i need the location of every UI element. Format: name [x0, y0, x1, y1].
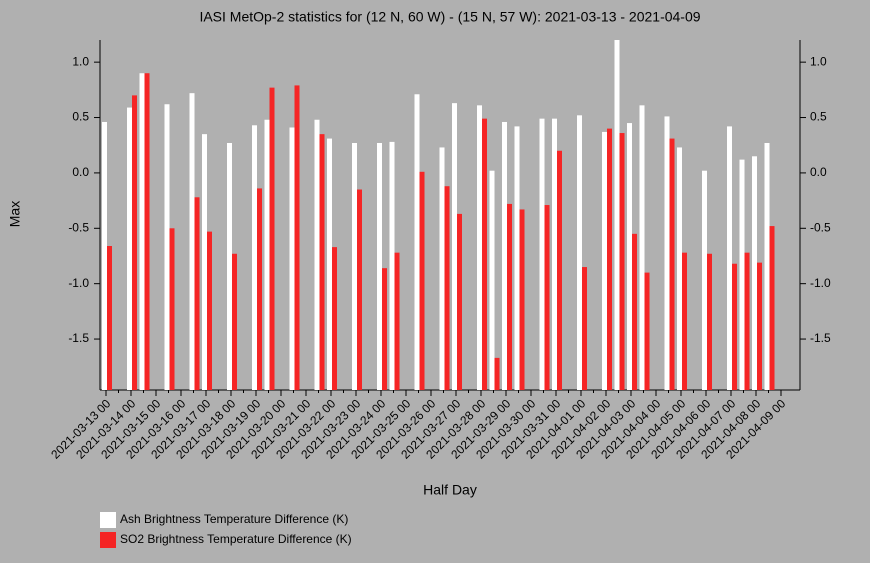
- bar: [707, 253, 712, 390]
- bar: [494, 357, 500, 390]
- bar: [639, 105, 645, 391]
- legend-swatch: [100, 532, 116, 548]
- bar: [552, 118, 557, 390]
- bar: [294, 85, 300, 391]
- bar: [744, 252, 750, 390]
- bar: [319, 134, 325, 390]
- bar: [264, 119, 270, 391]
- bar: [439, 147, 445, 390]
- bar: [582, 267, 587, 390]
- bar: [607, 128, 612, 390]
- y-tick-label: -1.0: [68, 276, 89, 290]
- bar: [627, 123, 632, 391]
- y2-tick-label: -1.0: [810, 276, 831, 290]
- bar: [332, 247, 337, 390]
- bar: [194, 197, 200, 390]
- bar: [357, 189, 362, 390]
- x-axis-label: Half Day: [423, 482, 477, 498]
- y-tick-label: 0.5: [72, 110, 89, 124]
- bar: [102, 121, 107, 390]
- y2-tick-label: 0.5: [810, 110, 827, 124]
- bar: [289, 127, 295, 390]
- bar: [619, 133, 625, 391]
- y-tick-label: -0.5: [68, 220, 89, 234]
- y-tick-label: 1.0: [72, 54, 89, 68]
- bar: [727, 126, 732, 391]
- bar: [519, 209, 525, 390]
- bar: [202, 134, 207, 390]
- bar: [382, 268, 387, 390]
- bar: [189, 93, 195, 391]
- bar: [169, 228, 175, 390]
- bar: [107, 246, 112, 390]
- bar: [557, 150, 562, 390]
- y2-tick-label: -1.5: [810, 331, 831, 345]
- y2-tick-label: -0.5: [810, 220, 831, 234]
- bar: [144, 73, 150, 391]
- bar: [752, 156, 757, 390]
- chart-title: IASI MetOp-2 statistics for (12 N, 60 W)…: [199, 9, 700, 25]
- bar: [669, 138, 675, 390]
- bar: [394, 252, 400, 390]
- bar: [477, 105, 482, 391]
- bar: [314, 119, 320, 391]
- bar: [664, 116, 670, 391]
- bar: [539, 118, 545, 390]
- bar: [489, 170, 495, 390]
- bar: [502, 121, 507, 390]
- bar: [632, 233, 637, 390]
- y-tick-label: -1.5: [68, 331, 89, 345]
- bar: [602, 131, 607, 391]
- bar: [232, 253, 237, 390]
- bar: [352, 143, 357, 390]
- bar: [769, 226, 775, 390]
- bar: [757, 262, 762, 390]
- bar: [419, 171, 425, 390]
- y2-tick-label: 1.0: [810, 54, 827, 68]
- bar: [452, 103, 457, 391]
- bar: [577, 115, 582, 390]
- bar: [677, 147, 682, 390]
- bar: [127, 107, 132, 390]
- legend-label: SO2 Brightness Temperature Difference (K…: [120, 532, 352, 546]
- bar: [207, 231, 212, 390]
- bar: [139, 73, 145, 391]
- bar: [414, 94, 420, 390]
- y-tick-label: 0.0: [72, 165, 89, 179]
- bar: [269, 87, 275, 390]
- bar: [377, 143, 382, 390]
- bar: [732, 263, 737, 390]
- bar: [702, 170, 707, 390]
- bar: [257, 188, 262, 390]
- bar: [507, 203, 512, 390]
- legend-label: Ash Brightness Temperature Difference (K…: [120, 512, 348, 526]
- bar: [614, 40, 620, 390]
- bar: [457, 213, 462, 390]
- bar: [764, 143, 770, 390]
- bar: [327, 138, 332, 390]
- bar: [444, 186, 450, 390]
- bar: [227, 143, 232, 390]
- y-axis-label: Max: [7, 201, 23, 227]
- bar: [682, 252, 687, 390]
- bar: [544, 205, 550, 390]
- bar: [739, 159, 745, 390]
- bar: [389, 141, 395, 390]
- legend-swatch: [100, 512, 116, 528]
- bar: [164, 104, 170, 390]
- y2-tick-label: 0.0: [810, 165, 827, 179]
- bar: [252, 125, 257, 390]
- bar: [132, 95, 137, 390]
- bar: [644, 272, 650, 390]
- bar: [514, 126, 520, 391]
- bar: [482, 118, 487, 390]
